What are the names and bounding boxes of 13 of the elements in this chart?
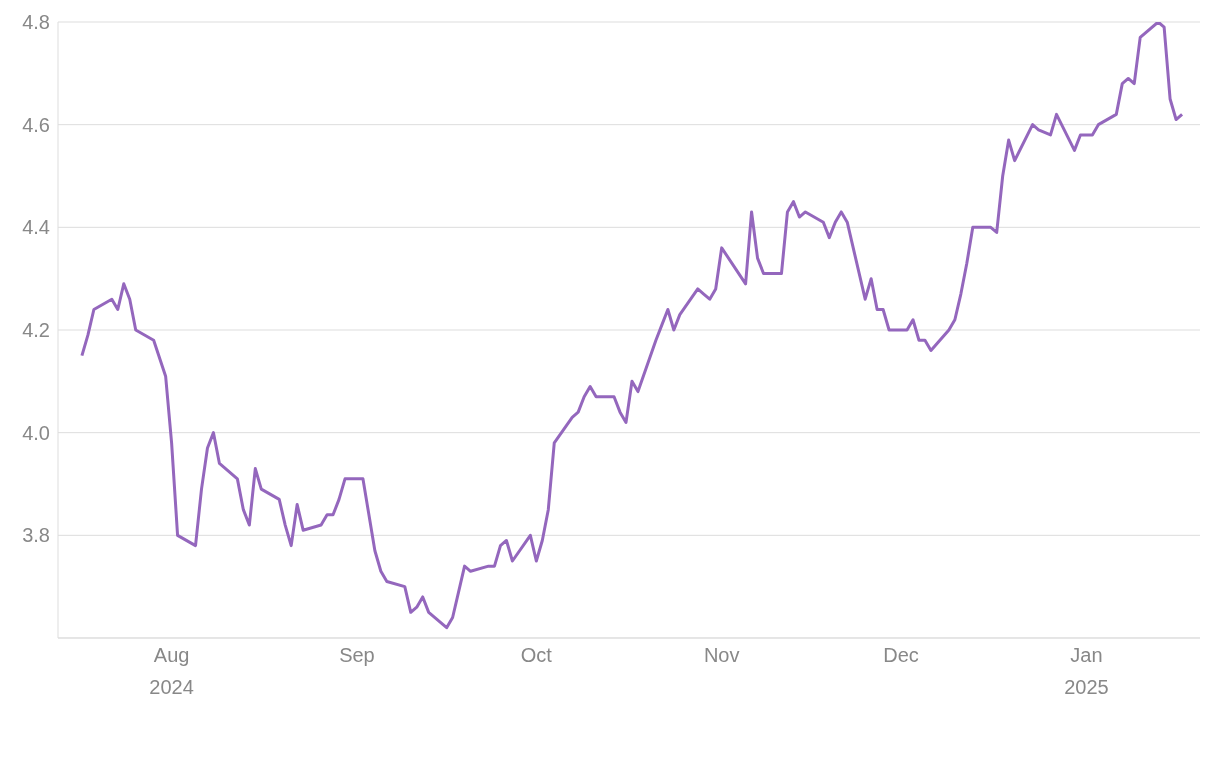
y-tick-label: 4.2 xyxy=(22,319,50,342)
y-tick-label: 3.8 xyxy=(22,524,50,547)
x-tick-label: Nov xyxy=(703,644,740,666)
y-tick-label: 4.6 xyxy=(22,113,50,136)
x-tick-label: Aug 2024 xyxy=(149,644,194,698)
x-tick-label: Oct xyxy=(520,644,553,666)
y-tick-label: 4.8 xyxy=(22,11,50,34)
y-tick-label: 4.4 xyxy=(22,216,50,239)
x-tick-label: Jan 2025 xyxy=(1064,644,1109,698)
x-tick-label: Dec xyxy=(883,644,919,666)
x-tick-label: Sep xyxy=(339,644,375,666)
line-series xyxy=(80,22,1184,630)
y-tick-label: 4.0 xyxy=(22,421,50,444)
